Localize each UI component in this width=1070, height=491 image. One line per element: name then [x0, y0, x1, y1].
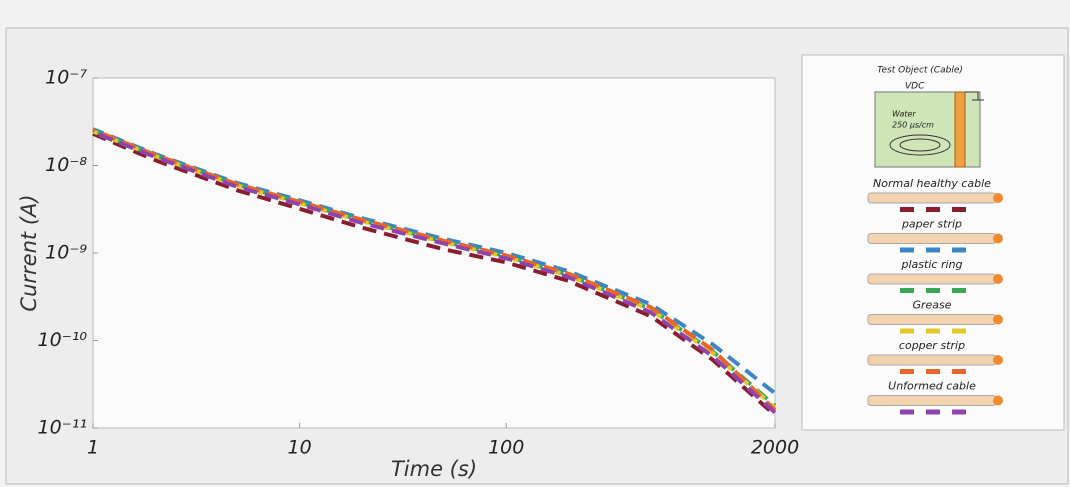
legend-swatch	[926, 328, 940, 334]
inset-medium: Water	[892, 110, 916, 119]
x-axis-label: Time (s)	[391, 457, 477, 481]
legend-cable-end	[993, 233, 1003, 244]
legend-cable-end	[993, 355, 1003, 365]
y-tick-label: 10⁻⁸	[45, 154, 87, 176]
legend-swatch	[900, 328, 914, 334]
legend-label: copper strip	[899, 339, 965, 352]
y-axis-label: Current (A)	[17, 194, 41, 311]
legend: Normal healthy cable paper strip plastic r…	[867, 177, 1003, 415]
series-line	[92, 128, 777, 412]
legend-cable-end	[993, 395, 1003, 406]
y-tick-label: 10⁻¹¹	[38, 417, 87, 439]
inset-title: Test Object (Cable)	[877, 66, 963, 76]
series-line	[92, 130, 777, 415]
x-tick-label: 2000	[751, 437, 799, 459]
legend-swatch	[926, 207, 940, 212]
legend-cable	[867, 354, 997, 366]
legend-cable	[867, 233, 997, 244]
legend-swatch	[900, 247, 914, 253]
legend-swatch	[900, 369, 914, 374]
y-tick-label: 10⁻⁷	[45, 67, 87, 89]
y-tick-label: 10⁻⁹	[45, 242, 87, 264]
legend-cable-end	[993, 274, 1003, 284]
legend-label: Normal healthy cable	[873, 177, 991, 190]
legend-swatch	[952, 409, 966, 415]
legend-swatch	[926, 409, 940, 415]
legend-swatch	[900, 288, 914, 293]
legend-label: plastic ring	[901, 258, 963, 271]
legend-swatch	[952, 328, 966, 334]
legend-swatch	[952, 247, 966, 253]
legend-swatch	[926, 288, 940, 293]
legend-cable	[867, 395, 997, 406]
legend-cable-end	[993, 193, 1003, 203]
legend-swatch	[926, 247, 940, 253]
inset-voltage: VDC	[905, 82, 925, 92]
coil	[889, 134, 951, 156]
y-tick-label: 10⁻¹⁰	[38, 329, 88, 351]
legend-swatch	[952, 288, 966, 293]
legend-cable	[867, 314, 997, 325]
legend-swatch	[952, 207, 966, 212]
x-tick-label: 10	[288, 437, 312, 459]
legend-label: Unformed cable	[888, 380, 976, 393]
legend-swatch	[900, 409, 914, 415]
legend-cable-end	[993, 314, 1003, 325]
legend-cable	[867, 192, 997, 204]
legend-label: Grease	[912, 299, 951, 312]
inset-conductivity: 250 µs/cm	[892, 121, 934, 130]
legend-swatch	[900, 207, 914, 212]
coil	[899, 138, 941, 152]
x-tick-label: 100	[488, 437, 524, 459]
legend-swatch	[952, 369, 966, 374]
plot-area	[92, 77, 776, 429]
legend-cable	[867, 273, 997, 285]
x-tick-label: 1	[87, 437, 99, 459]
electrode	[954, 91, 966, 168]
legend-swatch	[926, 369, 940, 374]
legend-label: paper strip	[901, 218, 962, 231]
